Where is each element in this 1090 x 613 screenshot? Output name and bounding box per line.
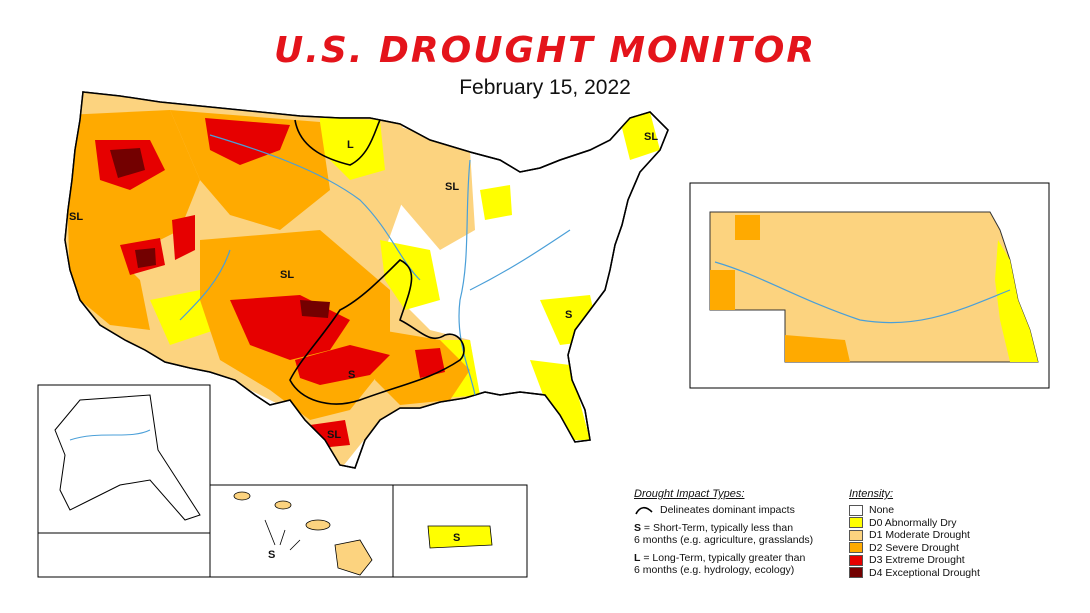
d0-area-7 [480,185,512,220]
intensity-legend-item: None [849,504,1019,517]
label-sl-northeast: SL [644,131,658,143]
d4-area-nv [135,248,156,268]
d3-area-la [415,348,445,378]
river-colorado [179,249,231,321]
label-s-carolina: S [565,309,572,321]
conus-border [64,91,669,469]
intensity-legend-item: D0 Abnormally Dry [849,517,1019,530]
impact-short-key: S [634,522,642,534]
river-ohio [469,229,571,291]
map-date: February 15, 2022 [459,76,631,99]
d2-area-ca [72,230,150,330]
alaska-river [69,429,151,441]
impact-boundary-north [294,119,381,166]
impact-short-desc-2: 6 months (e.g. agriculture, grasslands) [634,534,814,546]
nebraska-d2-south [785,335,850,362]
nebraska-d0-east [995,240,1038,362]
drought-areas [65,92,660,468]
d4-area-ok [300,300,330,318]
d0-area-4 [530,360,590,440]
d3-area-mt [205,118,290,165]
hawaii-island-big [334,539,373,576]
alaska-state [54,394,201,521]
d0-area-1 [320,118,385,180]
label-sl-texas: SL [327,429,341,441]
hawaii-island-maui [305,519,331,531]
label-sl-west: SL [69,211,83,223]
intensity-legend-item: D3 Extreme Drought [849,554,1019,567]
map-title: U.S. DROUGHT MONITOR [273,30,817,71]
intensity-swatch [849,529,863,541]
impact-boundary-south [289,259,465,405]
impact-long-desc-2: 6 months (e.g. hydrology, ecology) [634,564,795,576]
d1-area-midwest [380,120,475,250]
intensity-legend-header: Intensity: [849,488,894,500]
impact-long-key: L [634,552,641,564]
intensity-legend-item: D4 Exceptional Drought [849,567,1019,580]
intensity-swatch [849,542,863,554]
nebraska-platte-river [714,261,1011,324]
intensity-legend-item: D1 Moderate Drought [849,529,1019,542]
intensity-swatch [849,567,863,579]
impact-line-desc: Delineates dominant impacts [660,504,795,516]
impact-short-term: S = Short-Term, typically less than 6 mo… [634,522,834,546]
hawaii-island-kauai [233,491,251,501]
impact-legend: Drought Impact Types: Delineates dominan… [634,488,834,576]
hawaii-island-oahu [274,500,292,510]
intensity-label: D3 Extreme Drought [869,554,965,567]
d3-area-ut [172,215,195,260]
d4-area-or [110,148,145,178]
label-s-texas: S [348,369,355,381]
river-mississippi [458,159,476,396]
label-s-puerto-rico: S [453,532,460,544]
intensity-legend-rows: None D0 Abnormally Dry D1 Moderate Drought… [849,504,1019,579]
label-sl-midwest: SL [445,181,459,193]
intensity-legend-item: D2 Severe Drought [849,542,1019,555]
impact-long-term: L = Long-Term, typically greater than 6 … [634,552,834,576]
nebraska-d2-west [710,270,735,310]
label-sl-central: SL [280,269,294,281]
impact-short-desc-1: = Short-Term, typically less than [641,522,794,534]
label-l-north: L [347,139,354,151]
intensity-legend: Intensity: None D0 Abnormally Dry D1 Moder… [849,488,1019,579]
impact-line-row: Delineates dominant impacts [634,504,834,516]
intensity-swatch [849,504,863,516]
alaska-aleutian-frame [37,532,211,578]
impact-long-desc-1: = Long-Term, typically greater than [640,552,806,564]
impact-line-icon [635,506,653,515]
intensity-label: None [869,504,895,517]
d0-area-2 [380,240,440,310]
intensity-label: D1 Moderate Drought [869,529,970,542]
puerto-rico-island [427,525,493,549]
d3-area-tx [295,345,390,385]
intensity-label: D0 Abnormally Dry [869,516,957,529]
nebraska-d2-north [735,215,760,240]
label-s-hawaii: S [268,549,275,561]
intensity-label: D2 Severe Drought [869,541,959,554]
intensity-swatch [849,554,863,566]
intensity-swatch [849,517,863,529]
d0-area-6 [620,112,660,160]
hawaii-leader-1 [264,519,301,551]
river-missouri [209,134,421,281]
intensity-label: D4 Exceptional Drought [869,566,980,579]
impact-legend-header: Drought Impact Types: [634,488,745,500]
